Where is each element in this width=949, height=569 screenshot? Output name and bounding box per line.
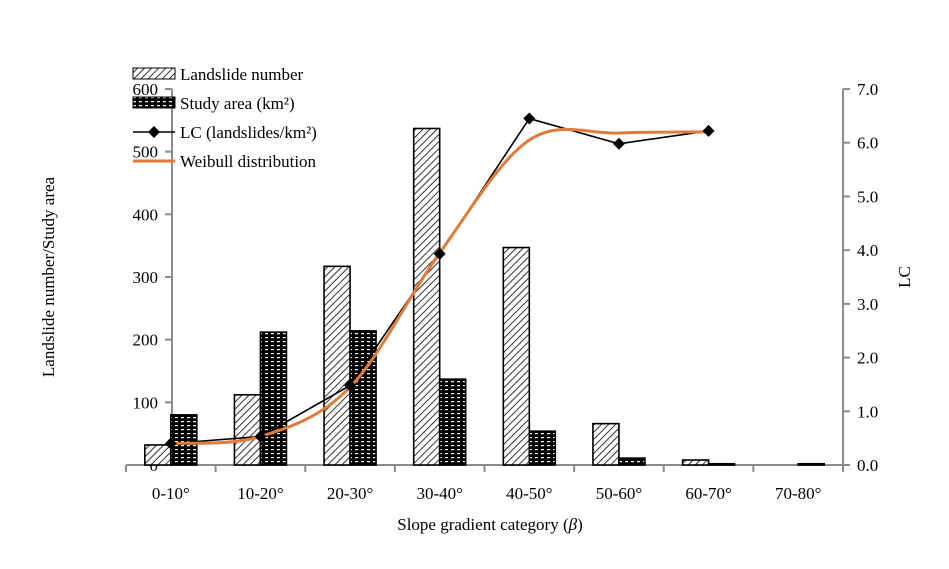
legend-item-weibull: Weibull distribution bbox=[133, 152, 317, 171]
bar-study-area bbox=[707, 462, 736, 466]
legend-item-study-area: Study area (km²) bbox=[132, 94, 295, 113]
y-axis-title: Landslide number/Study area bbox=[39, 176, 58, 377]
x-tick-label: 50-60° bbox=[596, 484, 642, 503]
x-tick-label: 30-40° bbox=[416, 484, 462, 503]
x-ticks: 0-10° 10-20° 20-30° 30-40° 40-50° 50-60° 60-70… bbox=[125, 465, 844, 503]
bar-study-area bbox=[528, 430, 557, 466]
x-tick-label: 70-80° bbox=[775, 484, 821, 503]
lc-diamond-marker bbox=[344, 379, 357, 392]
bar-study-area bbox=[259, 331, 288, 466]
lc-diamond-marker bbox=[433, 247, 446, 260]
bar-study-area bbox=[170, 414, 198, 466]
left-tick-label: 500 bbox=[133, 143, 159, 162]
bar-landslide-number bbox=[681, 459, 710, 466]
legend-label: LC (landslides/km²) bbox=[180, 123, 317, 142]
bars bbox=[144, 127, 825, 466]
bar-landslide-number bbox=[323, 265, 351, 466]
legend-label: Weibull distribution bbox=[180, 152, 317, 171]
bar-study-area bbox=[438, 378, 467, 466]
bar-landslide-number bbox=[144, 444, 172, 466]
left-tick-label: 100 bbox=[133, 393, 159, 412]
right-tick-label: 4.0 bbox=[857, 241, 878, 260]
lc-diamond-marker bbox=[164, 437, 177, 450]
legend-swatch-hatch bbox=[132, 67, 176, 80]
lines bbox=[164, 112, 715, 450]
legend-item-lc: LC (landslides/km²) bbox=[133, 123, 317, 142]
bar-study-area bbox=[618, 457, 646, 466]
right-tick-label: 0.0 bbox=[857, 456, 878, 475]
bar-landslide-number bbox=[233, 394, 262, 466]
bar-landslide-number bbox=[502, 246, 531, 466]
x-tick-label: 20-30° bbox=[327, 484, 373, 503]
right-tick-label: 7.0 bbox=[857, 80, 878, 99]
x-axis-title: Slope gradient category (β) bbox=[397, 515, 583, 534]
x-tick-label: 40-50° bbox=[506, 484, 552, 503]
left-tick-label: 400 bbox=[133, 205, 159, 224]
right-tick-label: 2.0 bbox=[857, 349, 878, 368]
legend-swatch-brick bbox=[132, 96, 176, 109]
lc-diamond-marker bbox=[612, 137, 625, 150]
x-tick-label: 0-10° bbox=[152, 484, 190, 503]
x-tick-label: 10-20° bbox=[237, 484, 283, 503]
right-tick-label: 5.0 bbox=[857, 187, 878, 206]
legend-label: Landslide number bbox=[180, 65, 304, 84]
lc-diamond-marker bbox=[523, 112, 536, 125]
bar-study-area bbox=[349, 330, 377, 466]
y2-axis-title: LC bbox=[895, 266, 914, 288]
right-tick-label: 1.0 bbox=[857, 402, 878, 421]
left-tick-label: 300 bbox=[133, 268, 159, 287]
left-tick-label: 200 bbox=[133, 331, 159, 350]
left-tick-label: 600 bbox=[133, 80, 159, 99]
x-tick-label: 60-70° bbox=[685, 484, 731, 503]
legend-item-landslide-number: Landslide number bbox=[132, 65, 304, 84]
lc-diamond-marker bbox=[702, 124, 715, 137]
legend: Landslide number Study area (km²) LC (la… bbox=[132, 65, 317, 171]
right-y-ticks: 0.0 1.0 2.0 3.0 4.0 5.0 6.0 7.0 bbox=[843, 80, 878, 475]
bar-landslide-number bbox=[592, 422, 620, 466]
bar-landslide-number bbox=[412, 127, 441, 466]
legend-swatch-diamond-marker bbox=[148, 126, 160, 138]
right-tick-label: 6.0 bbox=[857, 134, 878, 153]
axes bbox=[126, 89, 844, 466]
lc-diamond-marker bbox=[254, 430, 267, 443]
legend-label: Study area (km²) bbox=[180, 94, 295, 113]
bar-study-area bbox=[797, 462, 825, 466]
left-y-ticks: 0100200300400500600 bbox=[133, 80, 172, 475]
right-tick-label: 3.0 bbox=[857, 295, 878, 314]
